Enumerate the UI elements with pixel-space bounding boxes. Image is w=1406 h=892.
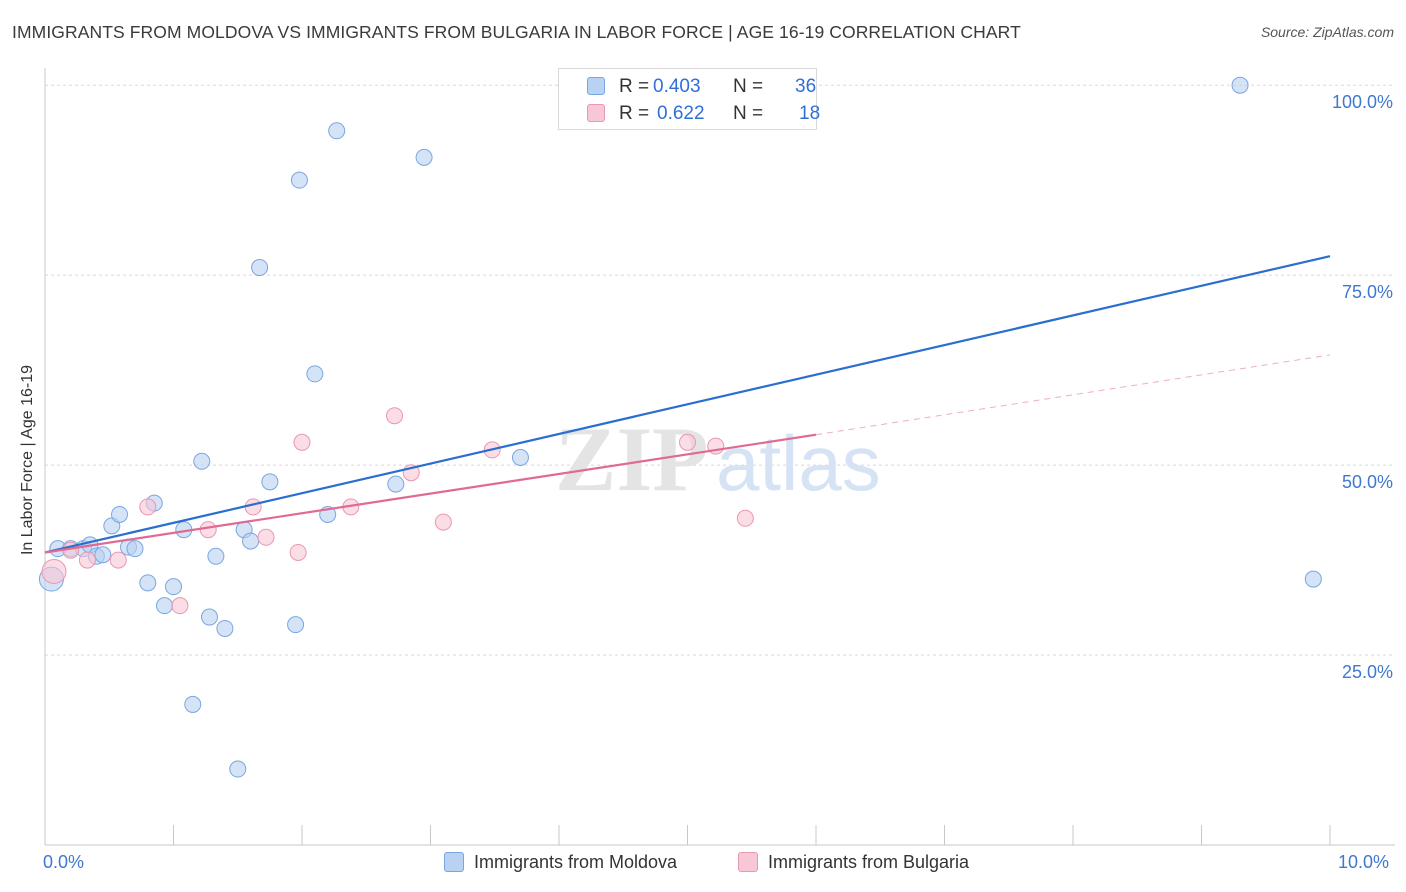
moldova-point <box>511 449 529 466</box>
bulgaria-trend-extension <box>815 354 1331 436</box>
moldova-trend-line <box>44 255 1331 554</box>
moldova-point <box>290 171 308 189</box>
bulgaria-point <box>736 509 754 527</box>
bulgaria-point <box>386 407 404 425</box>
moldova-swatch <box>587 77 605 95</box>
moldova-point <box>111 505 129 523</box>
moldova-point <box>328 122 346 140</box>
watermark-atlas: atlas <box>716 419 881 507</box>
bulgaria-legend-label: Immigrants from Bulgaria <box>768 852 970 872</box>
y-tick-label: 75.0% <box>1342 282 1393 302</box>
watermark-zip: ZIP <box>555 408 708 510</box>
moldova-point <box>193 452 211 470</box>
n-label: N = <box>733 76 764 97</box>
bulgaria-swatch <box>587 104 605 122</box>
moldova-point <box>200 608 218 626</box>
y-axis-label: In Labor Force | Age 16-19 <box>19 364 36 556</box>
y-tick-label: 50.0% <box>1342 472 1393 492</box>
bulgaria-point <box>109 551 127 569</box>
correlation-legend: R = 0.403 N = 36 R = 0.622 N = 18 <box>558 68 821 130</box>
moldova-point <box>216 619 234 637</box>
moldova-point <box>1231 76 1249 94</box>
x-tick-label-min: 0.0% <box>43 852 85 872</box>
bulgaria-point <box>78 551 96 569</box>
r-value: 0.403 <box>653 76 701 97</box>
bulgaria-legend-swatch <box>738 852 758 872</box>
bottom-legend-moldova: Immigrants from Moldova <box>444 852 677 873</box>
bulgaria-point <box>171 597 189 615</box>
bulgaria-point <box>257 528 275 546</box>
n-value: 36 <box>795 76 817 97</box>
moldova-point <box>387 475 405 493</box>
moldova-point <box>306 365 324 383</box>
moldova-point <box>229 760 247 778</box>
x-tick-label-max: 10.0% <box>1338 852 1390 872</box>
moldova-point <box>242 532 260 550</box>
bulgaria-point <box>289 543 307 561</box>
chart-title: IMMIGRANTS FROM MOLDOVA VS IMMIGRANTS FR… <box>12 22 1021 42</box>
r-label: R = <box>619 103 650 124</box>
moldova-point <box>139 574 157 592</box>
moldova-point <box>251 259 269 277</box>
moldova-legend-swatch <box>444 852 464 872</box>
r-label: R = <box>619 76 650 97</box>
moldova-point <box>1304 570 1322 588</box>
moldova-point <box>156 597 174 615</box>
bulgaria-trend-line <box>44 433 817 554</box>
y-tick-label: 100.0% <box>1332 92 1393 112</box>
bulgaria-point <box>679 433 696 451</box>
moldova-point <box>261 473 279 491</box>
bulgaria-point <box>41 558 67 584</box>
r-value: 0.622 <box>657 103 705 124</box>
moldova-legend-label: Immigrants from Moldova <box>474 852 678 872</box>
n-label: N = <box>733 103 764 124</box>
bulgaria-point <box>293 433 311 451</box>
moldova-point <box>207 547 225 565</box>
moldova-point <box>184 695 202 713</box>
moldova-point <box>126 540 144 558</box>
moldova-point <box>415 148 433 166</box>
moldova-point <box>165 578 182 596</box>
bulgaria-point <box>199 521 217 539</box>
bottom-legend-bulgaria: Immigrants from Bulgaria <box>738 852 969 873</box>
n-value: 18 <box>799 103 821 124</box>
bulgaria-point <box>434 513 452 531</box>
moldova-point <box>287 616 305 634</box>
moldova-point <box>94 546 112 564</box>
source-label: Source: ZipAtlas.com <box>1260 24 1394 40</box>
y-tick-label: 25.0% <box>1342 662 1393 682</box>
bulgaria-point <box>139 498 157 516</box>
